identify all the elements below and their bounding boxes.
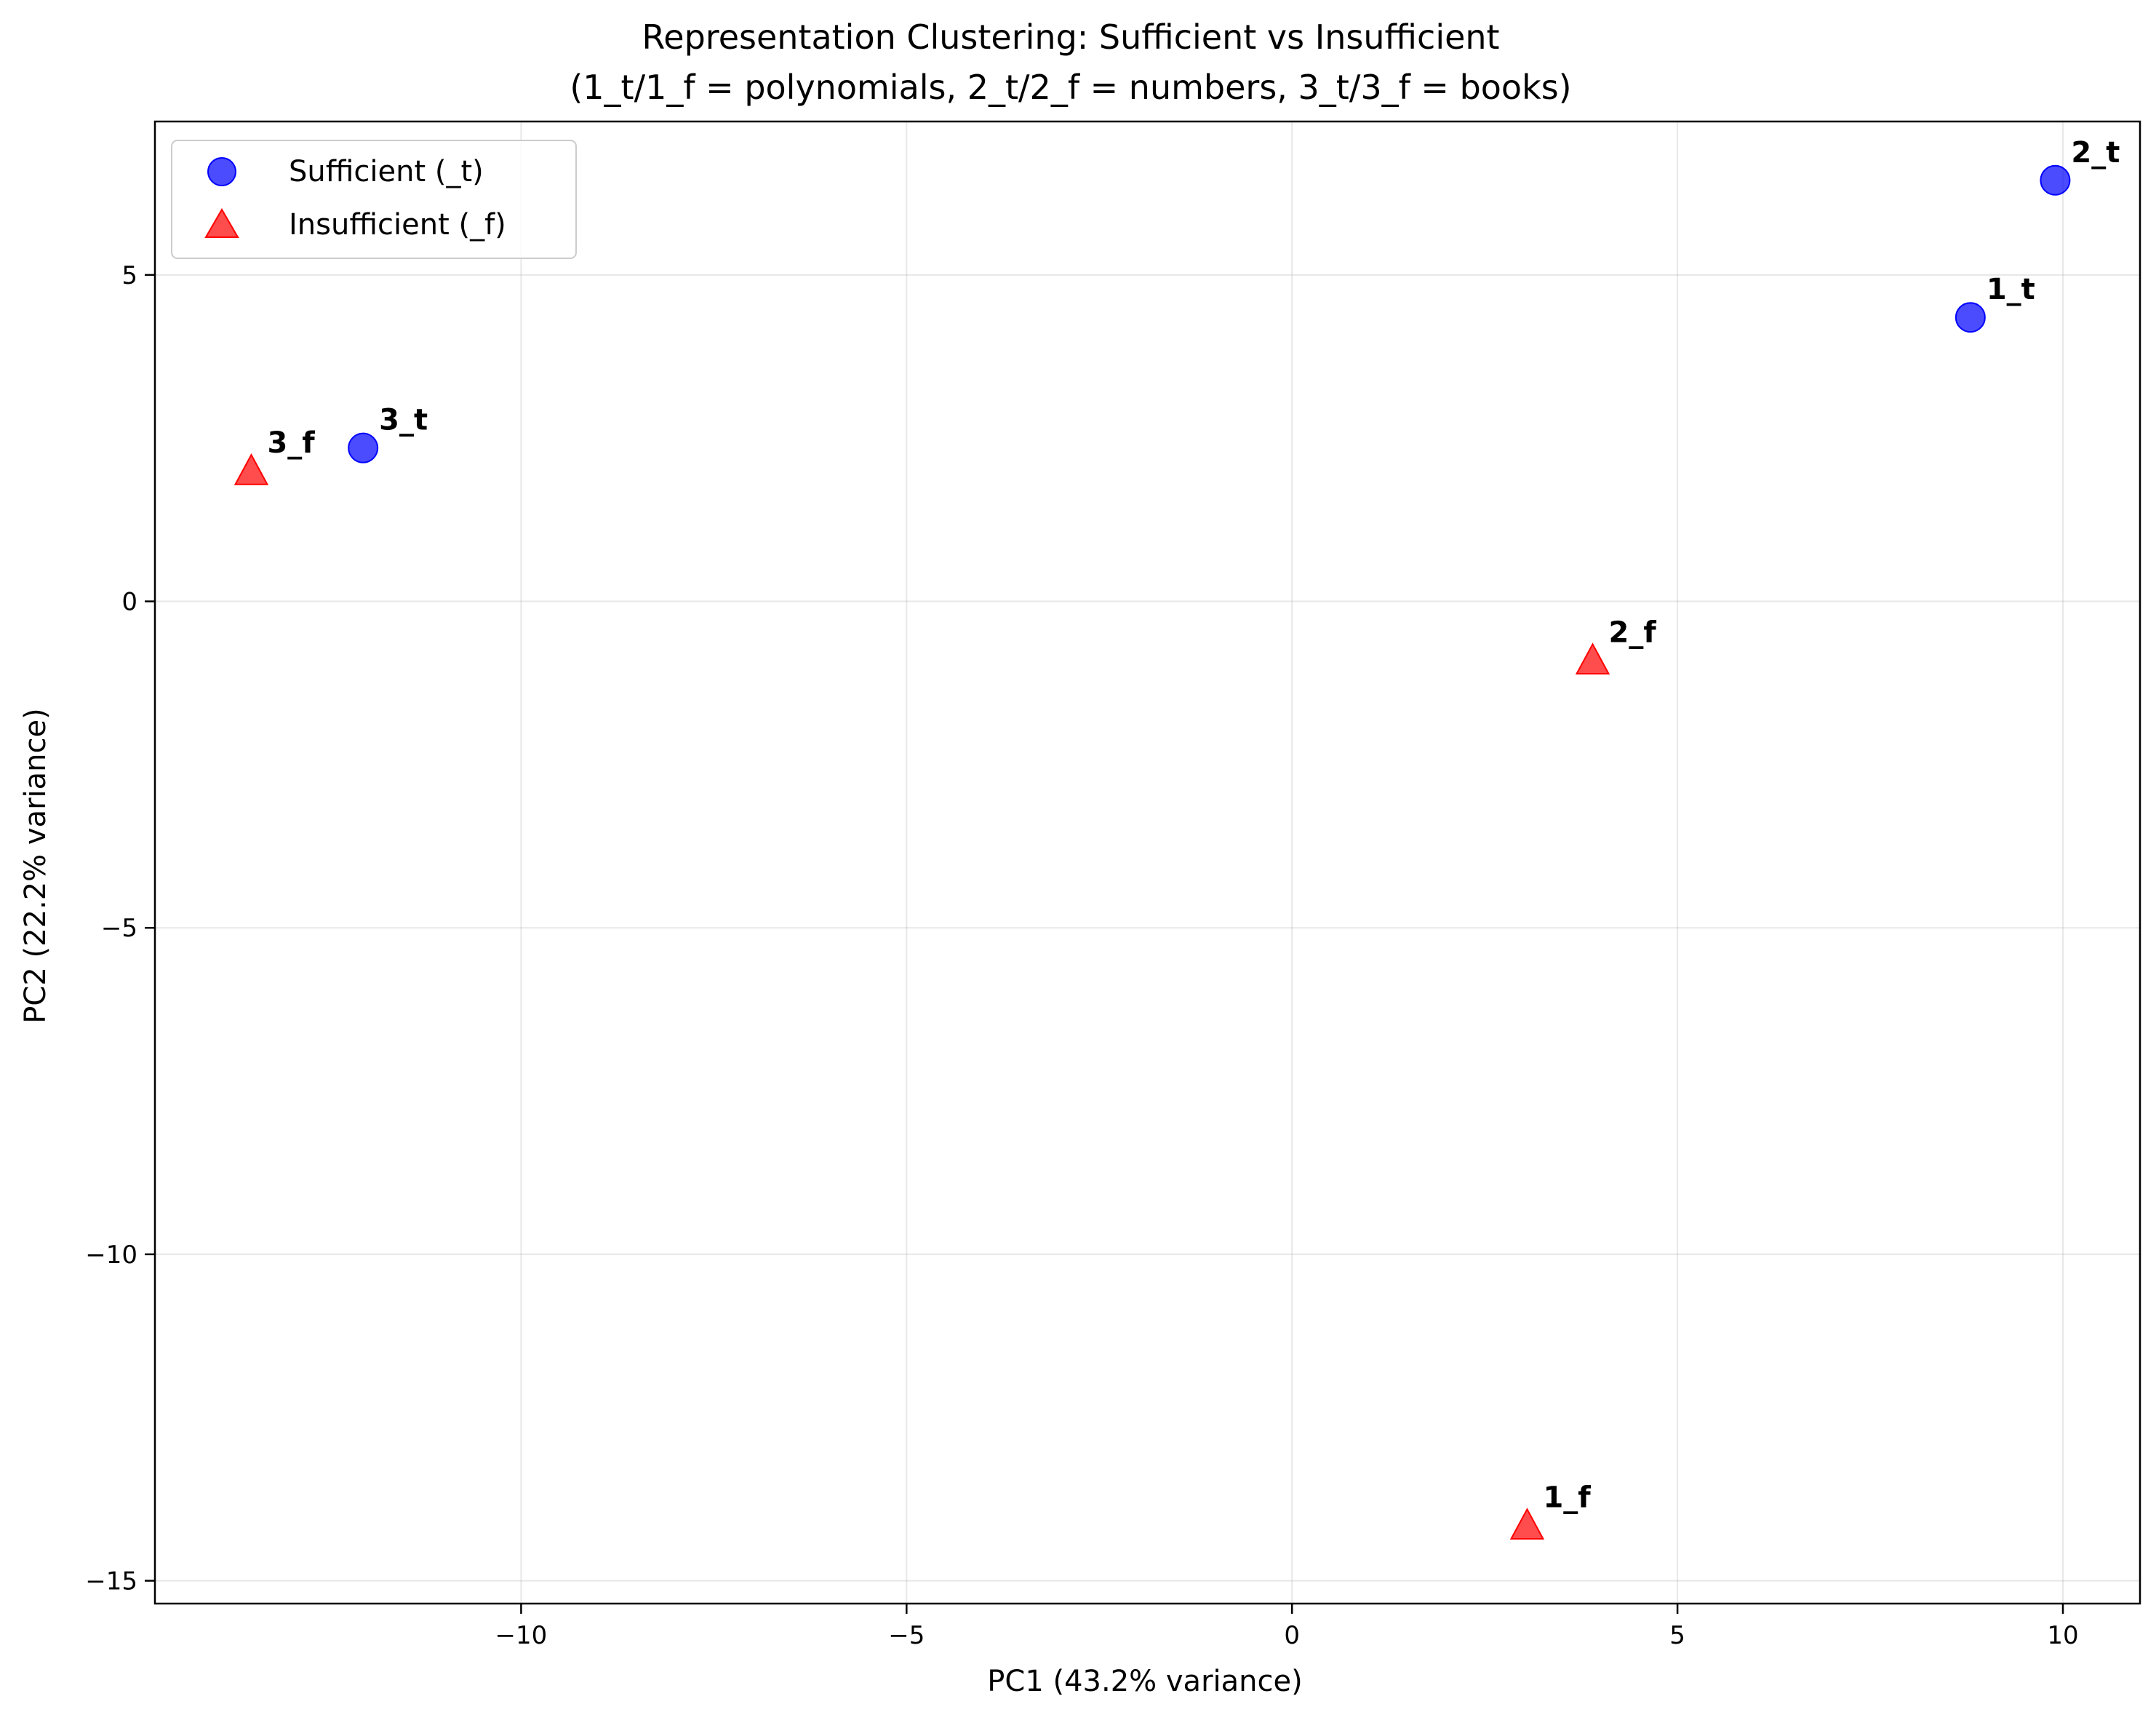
label-3_t: 3_t	[379, 404, 428, 437]
x-tick-label: 0	[1284, 1621, 1300, 1650]
y-tick-label: −5	[101, 914, 137, 943]
y-tick-label: −15	[85, 1567, 137, 1596]
legend-insufficient-label: Insufficient (_f)	[289, 208, 506, 242]
legend-box	[171, 140, 577, 259]
legend-sufficient-marker	[207, 157, 236, 186]
label-1_f: 1_f	[1543, 1481, 1591, 1514]
y-tick-label: −10	[85, 1241, 137, 1270]
point-labels: 1_t 2_t 3_t 1_f 2_f 3_f	[267, 136, 2120, 1515]
plot-frame	[153, 120, 2141, 1605]
legend-insufficient-marker	[204, 208, 239, 238]
label-3_f: 3_f	[267, 426, 315, 460]
data-points	[233, 164, 2071, 1540]
y-axis-label: PC2 (22.2% variance)	[19, 708, 52, 1023]
y-tick-label: 0	[121, 588, 137, 617]
point-1_f	[1509, 1508, 1545, 1540]
point-2_f	[1575, 642, 1610, 675]
x-axis-label: PC1 (43.2% variance)	[987, 1665, 1302, 1698]
point-2_t	[2040, 164, 2071, 196]
legend-sufficient-label: Sufficient (_t)	[289, 155, 484, 188]
label-1_t: 1_t	[1987, 273, 2035, 306]
legend: Sufficient (_t) Insufficient (_f)	[171, 140, 577, 259]
chart-title: Representation Clustering: Sufficient vs…	[642, 17, 1499, 57]
grid-lines	[155, 122, 2140, 1604]
axis-ticks: −10 −5 0 5 10 −15 −10 −5 0 5	[85, 261, 2078, 1650]
point-3_f	[233, 453, 269, 485]
x-tick-label: 5	[1669, 1621, 1685, 1650]
label-2_t: 2_t	[2071, 136, 2120, 170]
label-2_f: 2_f	[1609, 616, 1657, 649]
y-tick-label: 5	[121, 261, 137, 290]
x-tick-label: 10	[2047, 1621, 2078, 1650]
point-1_t	[1955, 302, 1986, 333]
x-tick-label: −10	[495, 1621, 548, 1650]
x-tick-label: −5	[888, 1621, 925, 1650]
point-3_t	[348, 432, 379, 463]
chart-subtitle: (1_t/1_f = polynomials, 2_t/2_f = number…	[570, 68, 1571, 107]
